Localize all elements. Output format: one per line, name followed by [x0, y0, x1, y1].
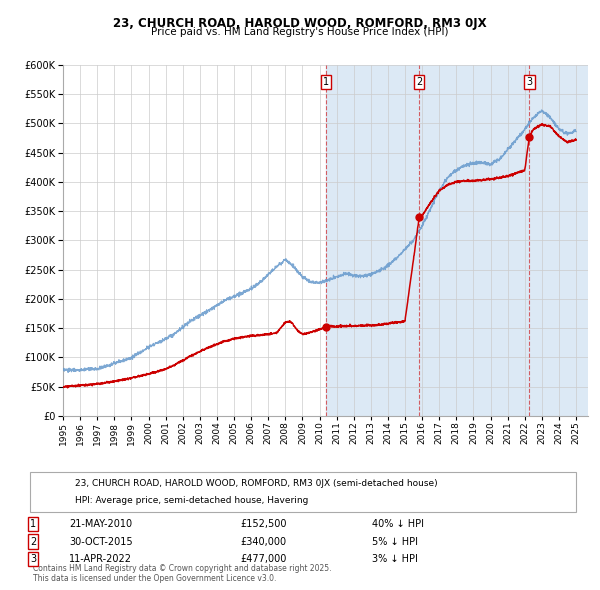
Text: £152,500: £152,500: [240, 519, 287, 529]
Text: 40% ↓ HPI: 40% ↓ HPI: [372, 519, 424, 529]
Bar: [326, 65, 588, 416]
Text: 3: 3: [30, 555, 36, 564]
Text: 5% ↓ HPI: 5% ↓ HPI: [372, 537, 418, 546]
Text: £477,000: £477,000: [240, 555, 286, 564]
Text: £340,000: £340,000: [240, 537, 286, 546]
Text: 3: 3: [526, 77, 532, 87]
Text: 23, CHURCH ROAD, HAROLD WOOD, ROMFORD, RM3 0JX: 23, CHURCH ROAD, HAROLD WOOD, ROMFORD, R…: [113, 17, 487, 30]
Text: 11-APR-2022: 11-APR-2022: [69, 555, 132, 564]
Text: Price paid vs. HM Land Registry's House Price Index (HPI): Price paid vs. HM Land Registry's House …: [151, 27, 449, 37]
Text: 30-OCT-2015: 30-OCT-2015: [69, 537, 133, 546]
Text: 23, CHURCH ROAD, HAROLD WOOD, ROMFORD, RM3 0JX (semi-detached house): 23, CHURCH ROAD, HAROLD WOOD, ROMFORD, R…: [75, 478, 437, 488]
Text: 2: 2: [30, 537, 36, 546]
Text: 21-MAY-2010: 21-MAY-2010: [69, 519, 132, 529]
Text: 3% ↓ HPI: 3% ↓ HPI: [372, 555, 418, 564]
Text: Contains HM Land Registry data © Crown copyright and database right 2025.
This d: Contains HM Land Registry data © Crown c…: [33, 563, 331, 583]
Text: 1: 1: [30, 519, 36, 529]
Text: 2: 2: [416, 77, 422, 87]
Text: 1: 1: [323, 77, 329, 87]
Text: HPI: Average price, semi-detached house, Havering: HPI: Average price, semi-detached house,…: [75, 496, 308, 506]
